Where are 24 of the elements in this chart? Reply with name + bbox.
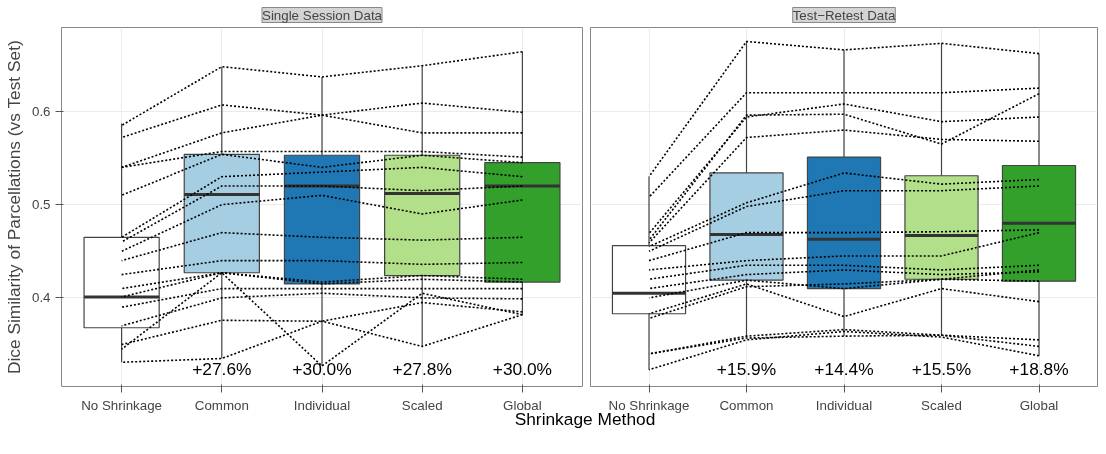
annotation: +14.4% [814,358,874,379]
x-tick-label: Common [719,397,774,413]
chart-title: Test−Retest Data [792,7,896,23]
y-tick-label: 0.4 [31,290,52,306]
annotation: +15.5% [911,358,972,379]
y-tick-label: 0.5 [31,197,51,213]
x-tick-label: No Shrinkage [608,397,690,413]
chart-title: Single Session Data [261,7,383,23]
x-tick-label: Global [1019,397,1059,413]
x-tick-label: Scaled [921,397,962,413]
annotation: +30.0% [292,358,352,379]
annotation: +30.0% [492,358,553,379]
y-tick-label: 0.6 [31,103,51,119]
x-tick-label: Individual [293,397,351,413]
x-tick-label: Scaled [401,397,443,413]
x-tick-label: No Shrinkage [81,397,162,413]
y-axis-title: Dice Similarity of Parcellations (vs Test Set) [3,40,24,375]
annotation: +27.6% [192,358,252,379]
x-tick-label: Individual [815,397,873,413]
annotation: +18.8% [1009,358,1069,379]
annotation: +27.8% [392,358,452,379]
x-tick-label: Global [503,397,542,413]
x-tick-label: Common [194,397,249,413]
annotation: +15.9% [716,358,777,379]
